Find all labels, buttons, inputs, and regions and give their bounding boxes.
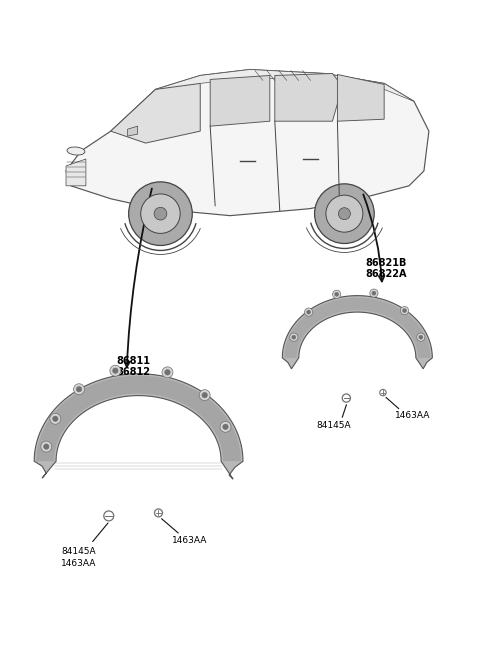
Circle shape	[220, 421, 231, 432]
Circle shape	[165, 369, 170, 375]
Circle shape	[417, 333, 425, 341]
Circle shape	[129, 182, 192, 245]
Text: 84145A: 84145A	[61, 546, 96, 556]
Circle shape	[76, 386, 82, 392]
Circle shape	[372, 291, 376, 295]
Circle shape	[44, 444, 49, 449]
Circle shape	[333, 290, 341, 298]
Polygon shape	[275, 73, 342, 121]
Circle shape	[290, 333, 298, 341]
Circle shape	[314, 184, 374, 243]
Text: 86811: 86811	[117, 356, 151, 366]
Circle shape	[292, 335, 296, 339]
Circle shape	[304, 308, 313, 316]
Circle shape	[202, 392, 207, 398]
Circle shape	[370, 289, 378, 297]
Circle shape	[380, 390, 386, 396]
Circle shape	[110, 365, 121, 376]
Polygon shape	[282, 296, 432, 369]
Circle shape	[400, 306, 408, 315]
Circle shape	[73, 384, 84, 395]
Polygon shape	[66, 70, 429, 216]
Text: 1463AA: 1463AA	[172, 536, 208, 544]
Circle shape	[342, 394, 350, 402]
Circle shape	[419, 335, 423, 339]
Circle shape	[162, 367, 173, 378]
Circle shape	[199, 390, 210, 401]
Polygon shape	[210, 75, 270, 126]
Text: 1463AA: 1463AA	[395, 411, 430, 420]
Circle shape	[326, 195, 363, 232]
Circle shape	[141, 194, 180, 234]
Polygon shape	[34, 374, 243, 479]
Polygon shape	[111, 83, 200, 143]
Circle shape	[223, 424, 228, 430]
Polygon shape	[337, 75, 384, 121]
Circle shape	[104, 511, 114, 521]
Polygon shape	[66, 159, 86, 186]
Circle shape	[41, 441, 52, 452]
Text: 1463AA: 1463AA	[61, 559, 96, 567]
Circle shape	[338, 208, 350, 220]
Circle shape	[335, 293, 339, 297]
Text: 84145A: 84145A	[316, 421, 351, 430]
Text: 86821B: 86821B	[365, 258, 407, 268]
Circle shape	[155, 509, 162, 517]
Polygon shape	[36, 376, 241, 461]
Circle shape	[113, 368, 118, 373]
Circle shape	[307, 310, 311, 314]
Ellipse shape	[67, 147, 85, 155]
Circle shape	[154, 207, 167, 220]
Circle shape	[52, 416, 58, 422]
Polygon shape	[284, 298, 431, 358]
Text: 86822A: 86822A	[365, 270, 407, 279]
Circle shape	[403, 308, 407, 313]
Text: 86812: 86812	[117, 367, 151, 377]
Polygon shape	[156, 70, 414, 101]
Polygon shape	[128, 126, 138, 136]
Circle shape	[50, 413, 61, 424]
